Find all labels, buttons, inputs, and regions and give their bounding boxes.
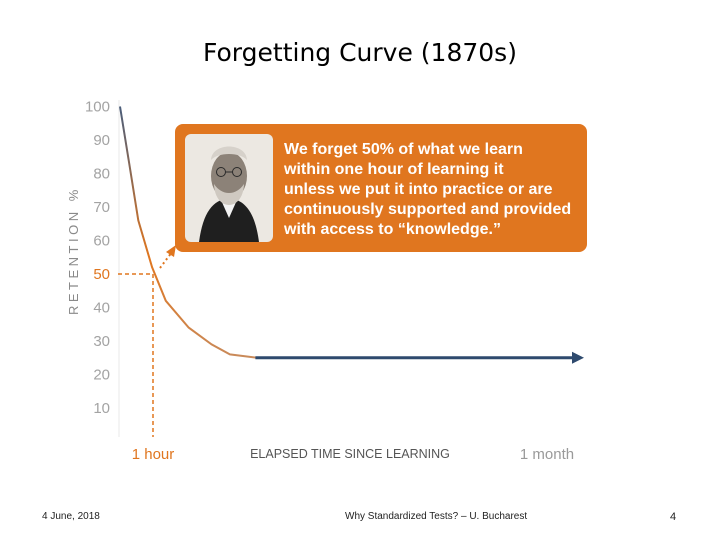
x-axis-label: ELAPSED TIME SINCE LEARNING [250,447,450,461]
y-tick-10: 10 [93,400,110,417]
y-tick-60: 60 [93,233,110,250]
y-tick-40: 40 [93,300,110,317]
footer-date: 4 June, 2018 [42,511,100,522]
callout-line-2: within one hour of learning it [283,161,504,178]
page-number: 4 [670,511,677,523]
y-tick-20: 20 [93,367,110,384]
callout-line-1: We forget 50% of what we learn [284,141,523,158]
y-tick-90: 90 [93,132,110,149]
y-tick-80: 80 [93,166,110,183]
callout-line-4: continuously supported and provided [284,201,571,218]
x-tick-1-hour: 1 hour [132,446,175,463]
callout-pointer [159,251,173,269]
y-tick-30: 30 [93,333,110,350]
callout-pointer-arrowhead [166,245,176,257]
y-tick-70: 70 [93,199,110,216]
portrait-photo [185,134,273,242]
footer-title: Why Standardized Tests? – U. Bucharest [345,511,528,522]
callout-line-3: unless we put it into practice or are [284,181,553,198]
callout-line-5: with access to “knowledge.” [283,221,501,238]
x-tick-1-month: 1 month [520,446,574,463]
slide-title: Forgetting Curve (1870s) [203,38,517,67]
plateau-arrowhead [572,351,584,364]
retention-curve [119,106,258,359]
callout-box: We forget 50% of what we learn within on… [175,124,587,252]
y-tick-50: 50 [93,266,110,283]
y-tick-100: 100 [85,99,110,116]
y-axis-label: RETENTION % [66,186,81,315]
